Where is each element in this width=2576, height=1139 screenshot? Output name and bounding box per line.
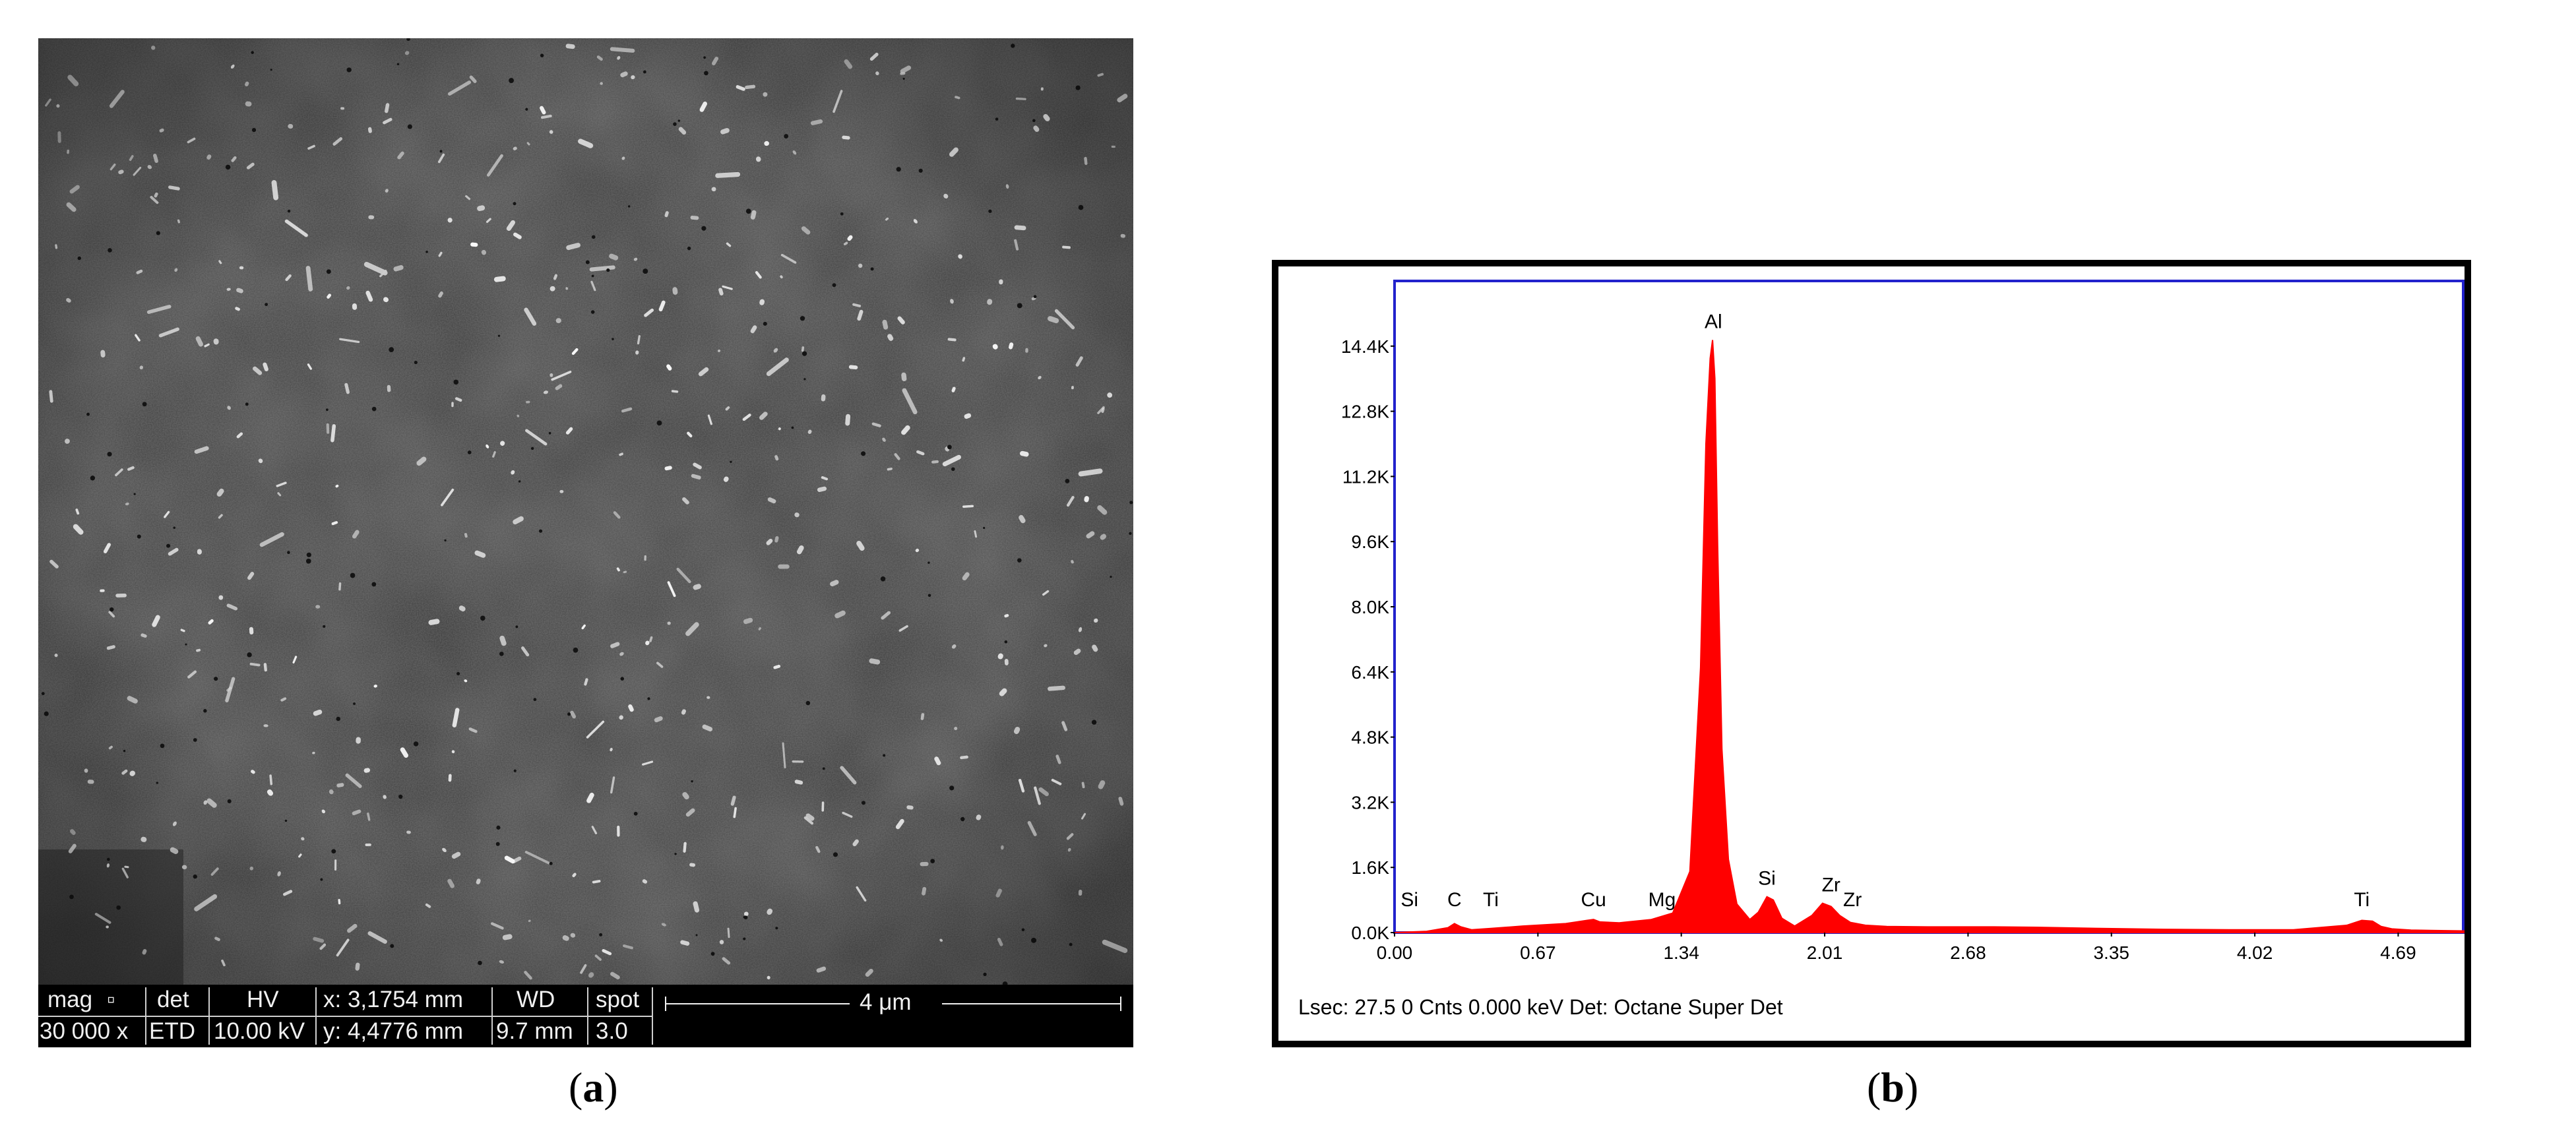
peak-label: Mg — [1649, 889, 1676, 911]
y-tick-label: 6.4K — [1351, 662, 1389, 683]
y-tick-label: 0.0K — [1351, 923, 1389, 943]
spot-value: 3.0 — [596, 1018, 628, 1044]
sem-data-bar: mag ▫ det HV x: 3,1754 mm WD spot 30 000… — [38, 985, 1133, 1047]
y-tick-label: 1.6K — [1351, 857, 1389, 878]
y-tick-label: 4.8K — [1351, 727, 1389, 748]
x-tick-label: 3.35 — [2093, 942, 2129, 963]
x-tick-label: 2.01 — [1807, 942, 1843, 963]
peak-label: Zr — [1843, 889, 1862, 911]
y-tick-label: 9.6K — [1351, 532, 1389, 552]
y-tick-label: 12.8K — [1341, 402, 1389, 422]
x-tick-label: 1.34 — [1663, 942, 1699, 963]
x-tick-label: 4.69 — [2380, 942, 2416, 963]
panel-label-b: (b) — [1867, 1064, 1919, 1111]
x-tick-label: 0.00 — [1377, 942, 1413, 963]
peak-label: Ti — [1483, 889, 1499, 911]
sem-micrograph-panel: mag ▫ det HV x: 3,1754 mm WD spot 30 000… — [38, 38, 1133, 1047]
y-tick-label: 8.0K — [1351, 597, 1389, 617]
eds-status-line: Lsec: 27.5 0 Cnts 0.000 keV Det: Octane … — [1298, 995, 1783, 1019]
peak-label: C — [1447, 889, 1462, 911]
hv-value: 10.00 kV — [214, 1018, 305, 1044]
x-tick-label: 4.02 — [2237, 942, 2273, 963]
x-tick-label: 0.67 — [1520, 942, 1556, 963]
hv-label: HV — [247, 987, 279, 1012]
wd-value: 9.7 mm — [496, 1018, 573, 1044]
mag-value: 30 000 x — [40, 1018, 129, 1044]
y-tick-label: 11.2K — [1342, 466, 1389, 487]
x-tick-label: 2.68 — [1950, 942, 1986, 963]
peak-label: Ti — [2354, 889, 2370, 911]
spot-label: spot — [596, 987, 640, 1012]
mag-indicator-icon: ▫ — [107, 987, 115, 1012]
peak-label: Si — [1400, 889, 1418, 911]
sem-micrograph-image — [38, 38, 1133, 985]
det-value: ETD — [149, 1018, 195, 1044]
wd-label: WD — [517, 987, 555, 1012]
eds-spectrum-panel: 0.0K 1.6K 3.2K 4.8K 6.4K 8.0K 9.6K 11.2K 12.8K 14… — [1272, 260, 2471, 1047]
y-tick-label: 14.4K — [1341, 336, 1389, 357]
mag-label: mag — [47, 987, 93, 1012]
panel-label-a: (a) — [569, 1064, 618, 1111]
spectrum-area — [1394, 340, 2465, 933]
det-label: det — [157, 987, 189, 1012]
stage-y-readout: y: 4,4776 mm — [323, 1018, 464, 1044]
eds-spectrum-chart: 0.0K 1.6K 3.2K 4.8K 6.4K 8.0K 9.6K 11.2K 12.8K 14… — [1341, 280, 2465, 963]
stage-x-readout: x: 3,1754 mm — [323, 987, 464, 1012]
peak-label: Zr — [1822, 875, 1840, 896]
y-tick-label: 3.2K — [1351, 792, 1389, 813]
peak-label: Cu — [1581, 889, 1606, 911]
peak-label: Si — [1758, 868, 1776, 890]
scale-bar-label: 4 μm — [860, 989, 912, 1015]
peak-label: Al — [1705, 311, 1722, 333]
plot-frame — [1393, 280, 2465, 934]
